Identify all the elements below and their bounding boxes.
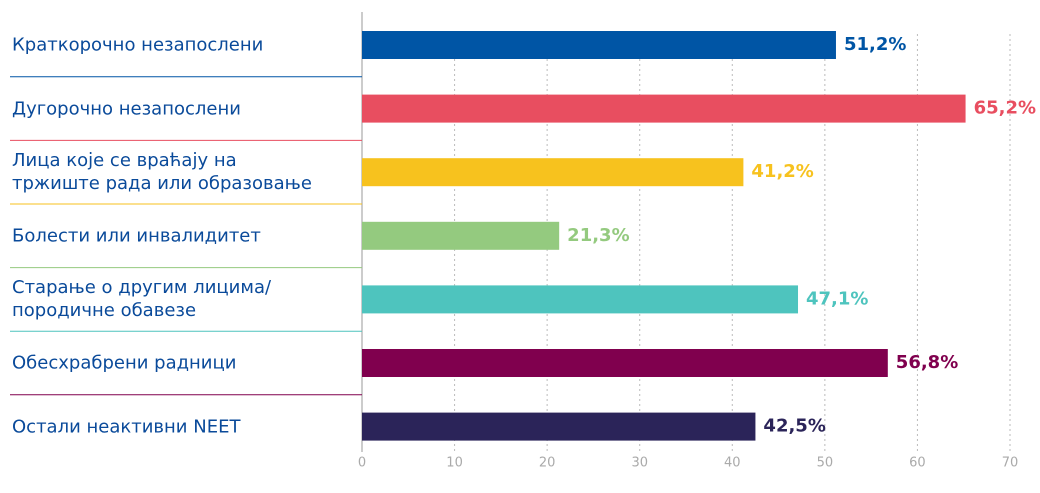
bar <box>362 221 560 250</box>
x-tick-label: 50 <box>817 456 834 471</box>
x-tick-label: 40 <box>724 456 741 471</box>
value-label: 41,2% <box>751 161 813 182</box>
bar <box>362 349 888 377</box>
category-label: Старање о другим лицима/ породичне обаве… <box>12 277 272 322</box>
value-label: 47,1% <box>806 288 868 309</box>
x-tick-label: 60 <box>909 456 926 471</box>
category-label: Обесхрабрени радници <box>12 352 237 374</box>
x-tick-label: 10 <box>446 456 463 471</box>
category-label: Дугорочно незапослени <box>12 98 241 120</box>
x-tick-label: 20 <box>539 456 556 471</box>
x-tick-label: 70 <box>1002 456 1019 471</box>
value-label: 56,8% <box>896 352 958 373</box>
category-label: Краткорочно незапослени <box>12 34 264 56</box>
x-tick-label: 30 <box>631 456 648 471</box>
category-label: Болести или инвалидитет <box>12 225 261 247</box>
value-label: 42,5% <box>763 416 825 437</box>
category-label: Лица које се враћају на тржиште рада или… <box>12 150 312 195</box>
bar <box>362 412 756 441</box>
bar <box>362 285 799 314</box>
bar <box>362 158 744 187</box>
value-label: 21,3% <box>567 225 629 246</box>
bar <box>362 94 966 123</box>
value-label: 65,2% <box>974 98 1036 119</box>
bar <box>362 31 836 59</box>
x-tick-label: 0 <box>358 456 366 471</box>
category-label: Остали неактивни NEET <box>12 416 241 438</box>
value-label: 51,2% <box>844 34 906 55</box>
